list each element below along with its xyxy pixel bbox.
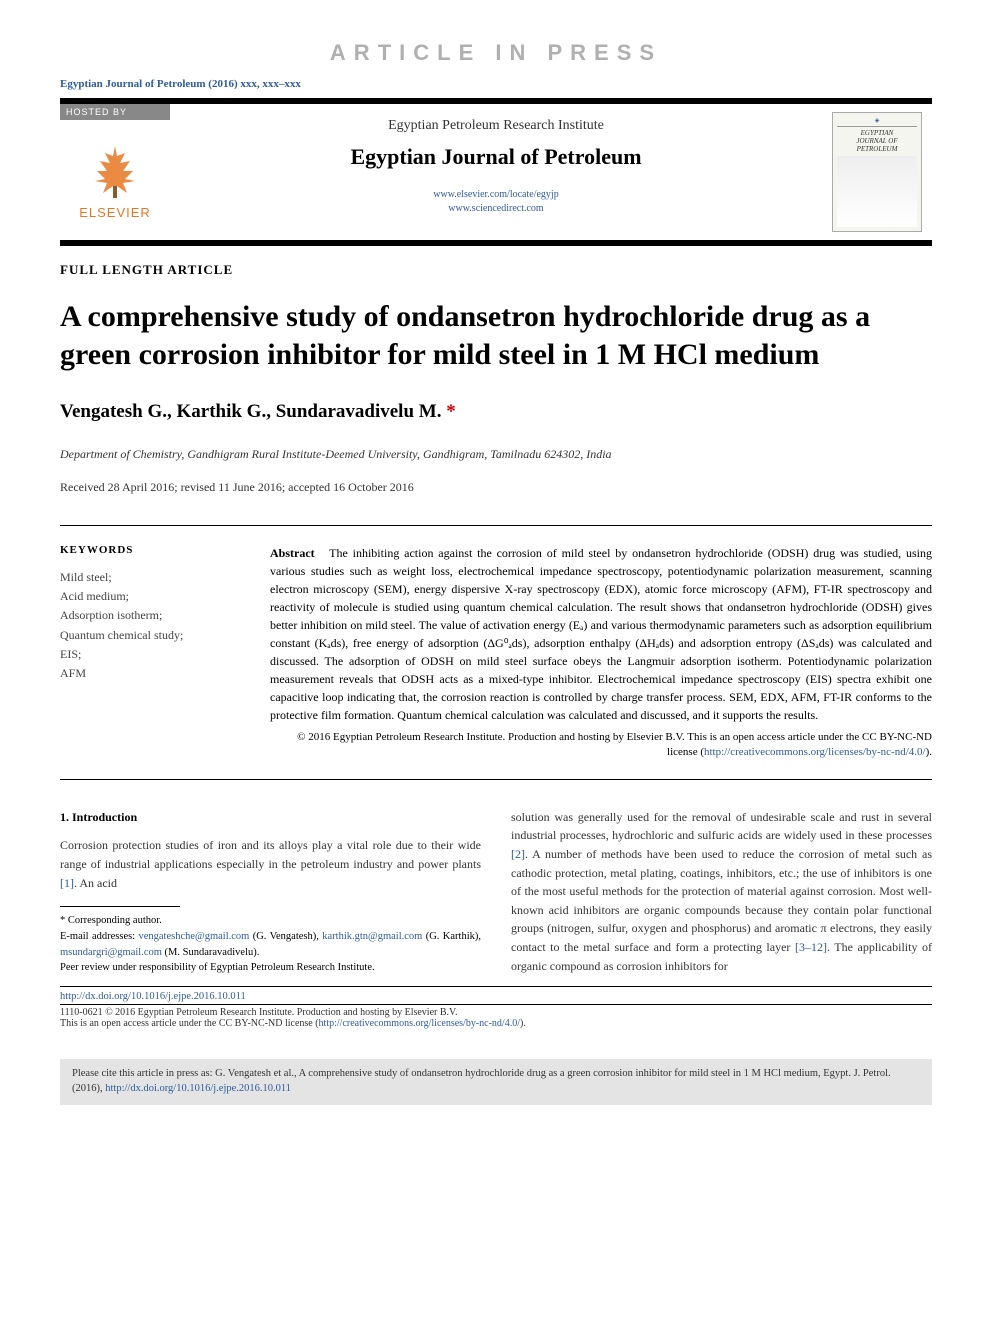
cc-license-link[interactable]: http://creativecommons.org/licenses/by-n… xyxy=(704,746,926,758)
citation-box: Please cite this article in press as: G.… xyxy=(60,1059,932,1104)
keyword-item: EIS; xyxy=(60,645,240,664)
abstract-column: Abstract The inhibiting action against t… xyxy=(270,544,932,761)
cover-publisher-icon: ◈ xyxy=(837,117,917,127)
intro-paragraph: Corrosion protection studies of iron and… xyxy=(60,836,481,892)
ref-link-2[interactable]: [2] xyxy=(511,847,525,861)
intro-paragraph-cont: solution was generally used for the remo… xyxy=(511,808,932,975)
journal-title-block: Egyptian Petroleum Research Institute Eg… xyxy=(170,104,822,240)
abstract-copyright-close: ). xyxy=(926,746,932,758)
email-link-2[interactable]: karthik.gtn@gmail.com xyxy=(322,931,422,942)
top-citation: Egyptian Journal of Petroleum (2016) xxx… xyxy=(60,78,932,90)
doi-link[interactable]: http://dx.doi.org/10.1016/j.ejpe.2016.10… xyxy=(60,991,246,1002)
footnotes: * Corresponding author. E-mail addresses… xyxy=(60,913,481,976)
citation-doi-link[interactable]: http://dx.doi.org/10.1016/j.ejpe.2016.10… xyxy=(105,1083,291,1094)
abstract-block: KEYWORDS Mild steel; Acid medium; Adsorp… xyxy=(60,525,932,780)
left-column: 1. Introduction Corrosion protection stu… xyxy=(60,808,481,976)
cover-body-area xyxy=(837,156,917,227)
hosted-by-box: HOSTED BY ELSEVIER xyxy=(60,104,170,240)
keywords-heading: KEYWORDS xyxy=(60,544,240,556)
author-names: Vengatesh G., Karthik G., Sundaravadivel… xyxy=(60,401,441,422)
footnote-separator xyxy=(60,906,180,907)
keywords-column: KEYWORDS Mild steel; Acid medium; Adsorp… xyxy=(60,544,240,761)
elsevier-tree-icon xyxy=(85,141,145,201)
corresponding-star: * xyxy=(446,401,456,422)
open-access-text: This is an open access article under the… xyxy=(60,1018,319,1029)
journal-link-2[interactable]: www.sciencedirect.com xyxy=(180,202,812,216)
affiliation: Department of Chemistry, Gandhigram Rura… xyxy=(60,447,932,462)
abstract-text: The inhibiting action against the corros… xyxy=(270,546,932,722)
corresponding-author-note: * Corresponding author. xyxy=(60,913,481,929)
right-column: solution was generally used for the remo… xyxy=(511,808,932,976)
email-link-3[interactable]: msundargri@gmail.com xyxy=(60,947,162,958)
email-addresses: E-mail addresses: vengateshche@gmail.com… xyxy=(60,929,481,961)
keyword-item: Quantum chemical study; xyxy=(60,626,240,645)
section-1-heading: 1. Introduction xyxy=(60,808,481,827)
elsevier-logo: ELSEVIER xyxy=(60,120,170,240)
article-dates: Received 28 April 2016; revised 11 June … xyxy=(60,480,932,495)
issn-copyright: 1110-0621 © 2016 Egyptian Petroleum Rese… xyxy=(60,1007,932,1018)
keyword-item: Mild steel; xyxy=(60,568,240,587)
cover-title-line1: EGYPTIAN xyxy=(856,129,897,137)
email-link-1[interactable]: vengateshche@gmail.com xyxy=(138,931,249,942)
journal-cover-thumb: ◈ EGYPTIAN JOURNAL OF PETROLEUM xyxy=(832,112,922,232)
ref-link-3[interactable]: [3–12] xyxy=(795,940,827,954)
journal-links: www.elsevier.com/locate/egyjp www.scienc… xyxy=(180,188,812,216)
keyword-item: Adsorption isotherm; xyxy=(60,606,240,625)
keyword-item: AFM xyxy=(60,664,240,683)
article-type: FULL LENGTH ARTICLE xyxy=(60,262,932,278)
authors: Vengatesh G., Karthik G., Sundaravadivel… xyxy=(60,401,932,423)
keyword-item: Acid medium; xyxy=(60,587,240,606)
peer-review-note: Peer review under responsibility of Egyp… xyxy=(60,960,481,976)
journal-link-1[interactable]: www.elsevier.com/locate/egyjp xyxy=(180,188,812,202)
ref-link-1[interactable]: [1] xyxy=(60,876,74,890)
cover-title-line2: JOURNAL OF xyxy=(856,137,897,145)
cover-title-line3: PETROLEUM xyxy=(856,145,897,153)
journal-cover-box: ◈ EGYPTIAN JOURNAL OF PETROLEUM xyxy=(822,104,932,240)
keywords-list: Mild steel; Acid medium; Adsorption isot… xyxy=(60,568,240,683)
body-columns: 1. Introduction Corrosion protection stu… xyxy=(60,808,932,976)
elsevier-name: ELSEVIER xyxy=(79,205,151,220)
institute-name: Egyptian Petroleum Research Institute xyxy=(180,118,812,134)
cc-link-footer[interactable]: http://creativecommons.org/licenses/by-n… xyxy=(319,1018,520,1029)
article-in-press-banner: ARTICLE IN PRESS xyxy=(60,40,932,66)
abstract-label: Abstract xyxy=(270,546,315,560)
hosted-by-label: HOSTED BY xyxy=(60,104,170,120)
doi-block: http://dx.doi.org/10.1016/j.ejpe.2016.10… xyxy=(60,986,932,1029)
article-title: A comprehensive study of ondansetron hyd… xyxy=(60,298,932,373)
journal-name: Egyptian Journal of Petroleum xyxy=(180,144,812,170)
journal-header: HOSTED BY ELSEVIER Egyptian Petroleum Re… xyxy=(60,98,932,246)
